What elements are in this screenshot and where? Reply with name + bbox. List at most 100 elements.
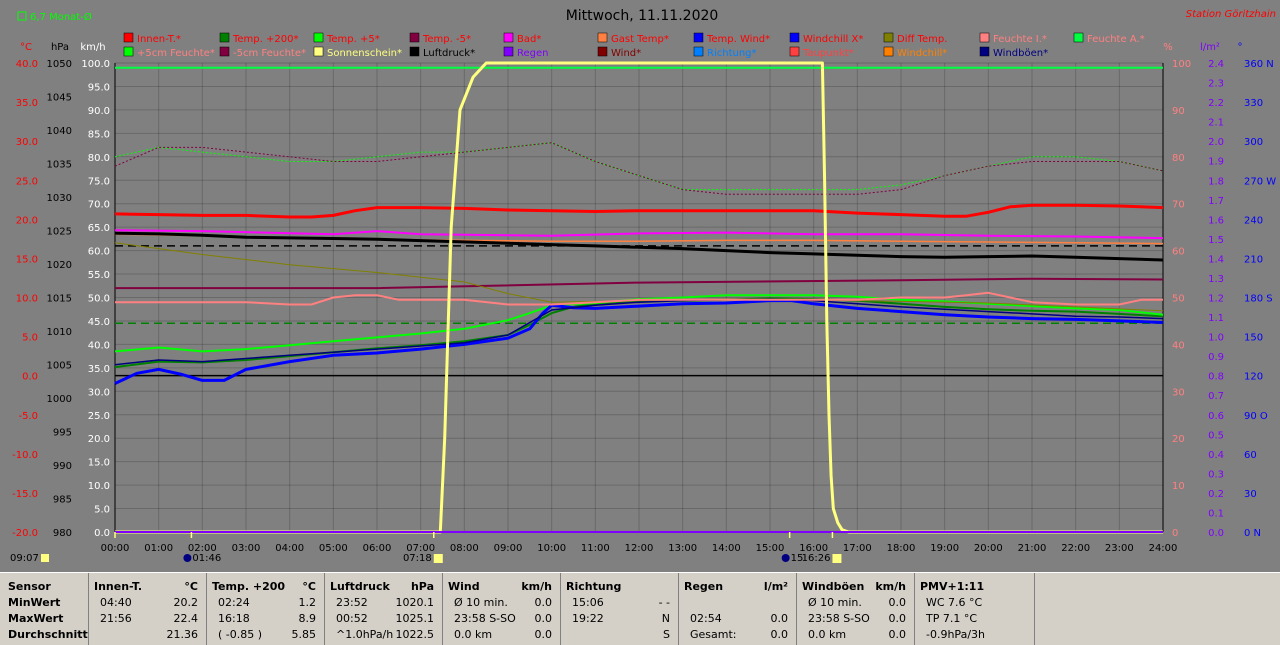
tick-label-hpa: 1025	[47, 227, 72, 238]
tick-label-direction: 180 S	[1244, 294, 1273, 305]
table-cell-value: - -	[658, 596, 670, 609]
x-tick-label: 06:00	[363, 543, 392, 554]
series-line-3	[115, 277, 1164, 290]
x-tick-label: 00:00	[101, 543, 130, 554]
legend-label: Windchill*	[897, 48, 947, 59]
tick-label-direction: 300	[1244, 137, 1263, 148]
tick-label-hpa: 1040	[47, 126, 72, 137]
table-cell-value: 0.0	[888, 612, 907, 625]
moon-icon	[183, 554, 192, 562]
legend-swatch	[883, 46, 894, 57]
column-unit: km/h	[875, 580, 906, 593]
legend-label: Diff Temp.	[897, 34, 947, 45]
column-unit: °C	[184, 580, 198, 593]
legend-label: Windchill X*	[803, 34, 863, 45]
row-label: Sensor	[8, 580, 51, 593]
tick-label-rain: 1.7	[1208, 196, 1224, 207]
tick-label-kmh: 35.0	[88, 364, 110, 375]
x-tick-label: 17:00	[843, 543, 872, 554]
legend-swatch	[219, 32, 230, 43]
legend-label: Windböen*	[993, 48, 1048, 59]
axis-unit-hpa: hPa	[51, 42, 69, 53]
legend-label: Sonnenschein*	[327, 48, 402, 59]
tick-label-rain: 1.1	[1208, 313, 1224, 324]
legend-label: Feuchte I.*	[993, 34, 1047, 45]
legend-swatch	[503, 46, 514, 57]
monthly-average-checkbox[interactable]	[17, 11, 27, 21]
table-cell-label: 21:56	[100, 612, 132, 625]
table-cell-label: ^1.0hPa/h	[336, 628, 394, 641]
legend: Innen-T.* Temp. +200* Temp. +5* Temp. -5* Ba…	[123, 32, 1145, 59]
sun-icon	[433, 554, 443, 563]
tick-label-rain: 1.4	[1208, 254, 1224, 265]
column-header: Luftdruck	[330, 580, 390, 593]
legend-label: Taupunkt*	[802, 48, 854, 59]
tick-label-kmh: 95.0	[88, 82, 110, 93]
data-series	[114, 61, 1164, 534]
tick-label-percent: 30	[1172, 387, 1185, 398]
table-cell-label: 02:54	[690, 612, 722, 625]
legend-swatch	[219, 46, 230, 57]
x-tick-label: 11:00	[581, 543, 610, 554]
tick-label-direction: 240	[1244, 215, 1263, 226]
chart-title: Mittwoch, 11.11.2020	[566, 8, 719, 24]
legend-swatch	[409, 32, 420, 43]
x-tick-label: 02:00	[188, 543, 217, 554]
table-cell-value: 1022.5	[395, 628, 435, 641]
column-header: Innen-T.	[94, 580, 143, 593]
weather-chart: Mittwoch, 11.11.2020 Station Göritzhain …	[0, 0, 1280, 572]
tick-label-rain: 1.6	[1208, 215, 1224, 226]
tick-label-celsius: -15.0	[12, 489, 38, 500]
table-cell-value: 0.0	[770, 628, 789, 641]
tick-label-hpa: 1000	[47, 394, 72, 405]
legend-label: Luftdruck*	[423, 48, 475, 59]
x-tick-label: 08:00	[450, 543, 479, 554]
tick-label-percent: 50	[1172, 294, 1185, 305]
x-tick-label: 12:00	[625, 543, 654, 554]
tick-label-direction: 360 N	[1244, 59, 1274, 70]
chart-background	[0, 0, 1280, 572]
tick-label-kmh: 40.0	[88, 340, 110, 351]
series-line-10	[114, 142, 1164, 191]
tick-label-kmh: 80.0	[88, 153, 110, 164]
x-tick-label: 01:00	[144, 543, 173, 554]
tick-label-rain: 1.8	[1208, 176, 1224, 187]
tick-label-rain: 2.2	[1208, 98, 1224, 109]
tick-label-hpa: 1015	[47, 294, 72, 305]
tick-label-kmh: 60.0	[88, 247, 110, 258]
tick-label-hpa: 985	[53, 495, 72, 506]
tick-label-kmh: 55.0	[88, 270, 110, 281]
tick-label-percent: 100	[1172, 59, 1191, 70]
table-column: Windböen km/h Ø 10 min. 0.0 23:58 S-SO 0.0 0.0…	[796, 573, 915, 645]
x-tick-label: 22:00	[1061, 543, 1090, 554]
table-cell-value: 0.0	[888, 596, 907, 609]
tick-label-kmh: 75.0	[88, 176, 110, 187]
tick-label-celsius: 20.0	[16, 215, 38, 226]
row-label: Durchschnitt	[8, 628, 88, 641]
legend-swatch	[597, 32, 608, 43]
x-tick-label: 16:00	[799, 543, 828, 554]
column-unit: hPa	[410, 580, 434, 593]
legend-swatch	[789, 32, 800, 43]
tick-label-kmh: 85.0	[88, 129, 110, 140]
tick-label-rain: 2.0	[1208, 137, 1224, 148]
tick-label-rain: 1.5	[1208, 235, 1224, 246]
table-cell-label: 04:40	[100, 596, 132, 609]
tick-label-rain: 0.0	[1208, 528, 1224, 539]
table-cell-value: 0.0	[534, 596, 553, 609]
table-cell-label: ( -0.85 )	[218, 628, 263, 641]
table-cell-label: 0.0 km	[808, 628, 847, 641]
tick-label-celsius: 10.0	[16, 294, 38, 305]
table-cell-value: 1.2	[298, 596, 317, 609]
table-column: Wind km/h Ø 10 min. 0.0 23:58 S-SO 0.0 0.0 km 0…	[442, 573, 561, 645]
axis-units: °C hPa km/h% l/m² °	[20, 42, 1242, 53]
table-cell-value: 20.2	[173, 596, 199, 609]
x-tick-label: 09:00	[494, 543, 523, 554]
tick-label-percent: 0	[1172, 528, 1178, 539]
tick-label-direction: 270 W	[1244, 176, 1276, 187]
table-cell-value: 8.9	[298, 612, 317, 625]
table-cell-label: 19:22	[572, 612, 604, 625]
table-column: Regen l/m² 02:54 0.0 Gesamt: 0.0	[678, 573, 797, 645]
tick-label-rain: 0.5	[1208, 430, 1224, 441]
legend-swatch	[409, 46, 420, 57]
